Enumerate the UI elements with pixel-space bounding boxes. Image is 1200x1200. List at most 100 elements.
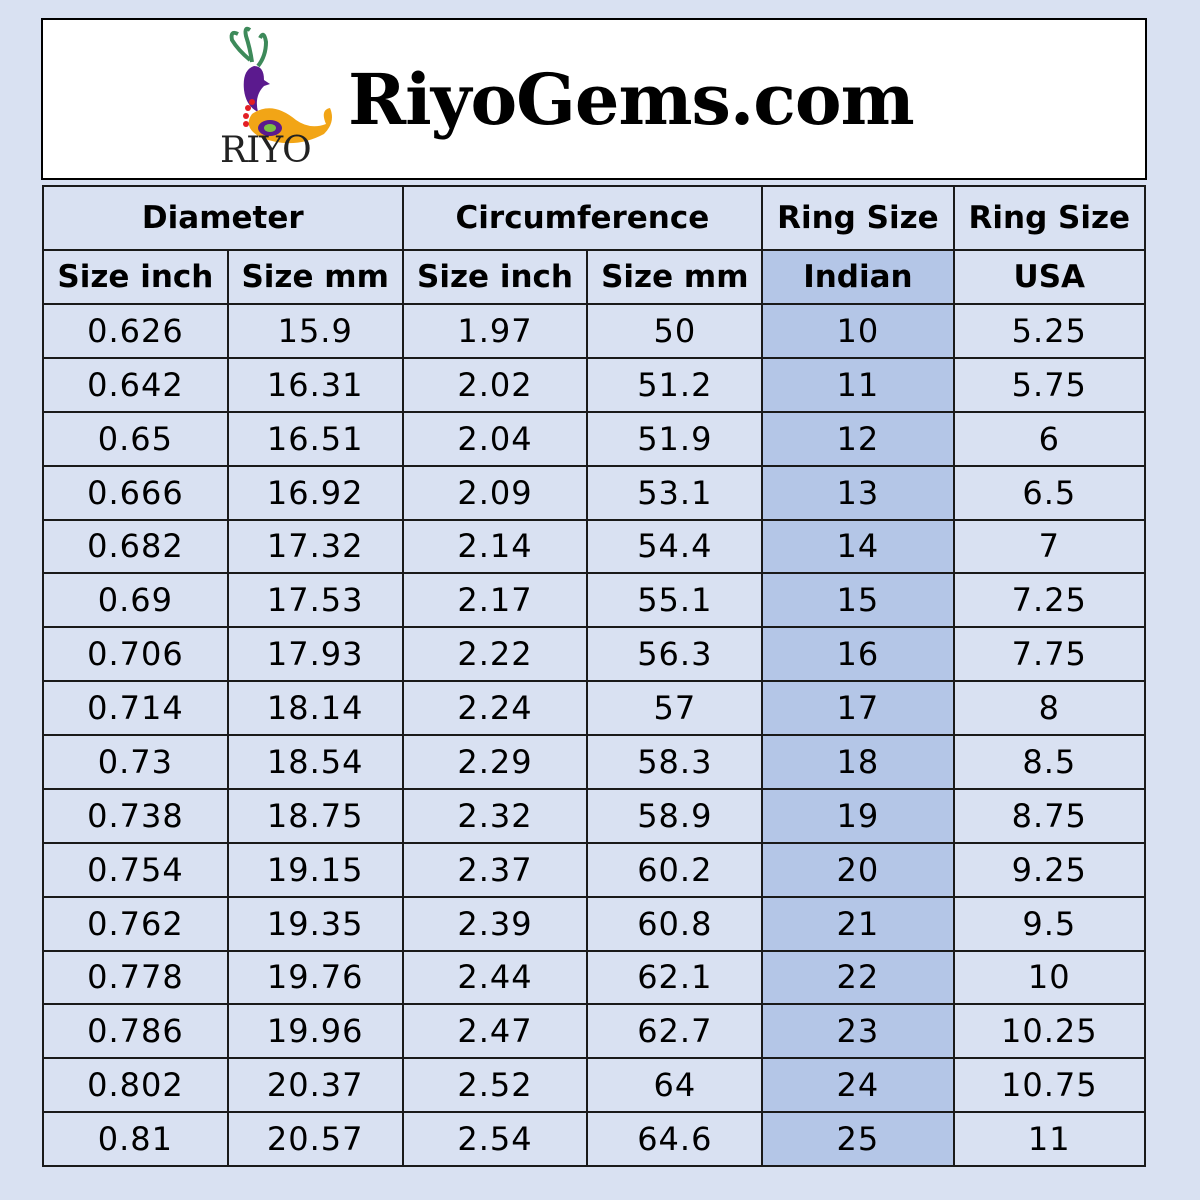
table-cell: 25	[761, 1111, 955, 1167]
table-cell: 0.81	[42, 1111, 229, 1167]
table-cell: 20.57	[226, 1111, 404, 1167]
table-cell: 1.97	[401, 303, 589, 359]
table-cell: 6	[952, 410, 1147, 467]
table-cell: 24	[761, 1057, 955, 1114]
table-row: 0.73 18.54 2.29 58.3 18 8.5	[42, 734, 1147, 790]
table-cell: 2.14	[401, 518, 589, 575]
table-cell: 0.786	[42, 1003, 229, 1060]
table-row: 0.682 17.32 2.14 54.4 14 7	[42, 518, 1147, 575]
table-cell: 7	[952, 518, 1147, 575]
table-row: 0.642 16.31 2.02 51.2 11 5.75	[42, 356, 1147, 413]
group-header-diameter: Diameter	[42, 185, 404, 251]
sub-header: USA	[952, 249, 1147, 305]
table-cell: 2.29	[401, 734, 589, 790]
table-row: 0.81 20.57 2.54 64.6 25 11	[42, 1111, 1147, 1167]
table-cell: 62.7	[586, 1003, 764, 1060]
table-cell: 0.754	[42, 841, 229, 898]
table-cell: 0.626	[42, 303, 229, 359]
table-cell: 18.54	[226, 734, 404, 790]
table-cell: 0.738	[42, 787, 229, 844]
table-cell: 2.24	[401, 680, 589, 736]
table-cell: 60.2	[586, 841, 764, 898]
sub-header: Size inch	[42, 249, 229, 305]
table-cell: 23	[761, 1003, 955, 1060]
table-row: 0.714 18.14 2.24 57 17 8	[42, 680, 1147, 736]
sub-header: Size mm	[586, 249, 764, 305]
table-cell: 6.5	[952, 464, 1147, 521]
table-cell: 2.32	[401, 787, 589, 844]
table-cell: 7.25	[952, 572, 1147, 629]
table-cell: 2.39	[401, 895, 589, 952]
table-cell: 0.642	[42, 356, 229, 413]
table-row: 0.69 17.53 2.17 55.1 15 7.25	[42, 572, 1147, 629]
ring-size-table: Diameter Circumference Ring Size Ring Si…	[42, 185, 1147, 1167]
table-row: 0.802 20.37 2.52 64 24 10.75	[42, 1057, 1147, 1114]
table-cell: 14	[761, 518, 955, 575]
table-cell: 19.76	[226, 949, 404, 1006]
table-cell: 16.92	[226, 464, 404, 521]
table-cell: 12	[761, 410, 955, 467]
table-cell: 19.96	[226, 1003, 404, 1060]
table-cell: 55.1	[586, 572, 764, 629]
table-row: 0.786 19.96 2.47 62.7 23 10.25	[42, 1003, 1147, 1060]
table-cell: 64.6	[586, 1111, 764, 1167]
table-cell: 17.53	[226, 572, 404, 629]
table-cell: 60.8	[586, 895, 764, 952]
table-cell: 0.762	[42, 895, 229, 952]
table-cell: 0.69	[42, 572, 229, 629]
table-cell: 16.51	[226, 410, 404, 467]
table-cell: 20	[761, 841, 955, 898]
table-cell: 15	[761, 572, 955, 629]
table-row: 0.762 19.35 2.39 60.8 21 9.5	[42, 895, 1147, 952]
table-cell: 2.22	[401, 626, 589, 683]
table-cell: 58.9	[586, 787, 764, 844]
table-row: 0.706 17.93 2.22 56.3 16 7.75	[42, 626, 1147, 683]
table-cell: 20.37	[226, 1057, 404, 1114]
table-cell: 0.666	[42, 464, 229, 521]
table-cell: 8.75	[952, 787, 1147, 844]
sub-header: Indian	[761, 249, 955, 305]
table-row: 0.778 19.76 2.44 62.1 22 10	[42, 949, 1147, 1006]
table-row: 0.738 18.75 2.32 58.9 19 8.75	[42, 787, 1147, 844]
table-cell: 2.09	[401, 464, 589, 521]
table-cell: 5.75	[952, 356, 1147, 413]
table-cell: 53.1	[586, 464, 764, 521]
table-cell: 5.25	[952, 303, 1147, 359]
table-cell: 17	[761, 680, 955, 736]
group-header-circumference: Circumference	[401, 185, 764, 251]
table-cell: 13	[761, 464, 955, 521]
site-title: RiyoGems.com	[348, 58, 915, 141]
table-row: 0.754 19.15 2.37 60.2 20 9.25	[42, 841, 1147, 898]
table-cell: 0.706	[42, 626, 229, 683]
table-cell: 2.02	[401, 356, 589, 413]
table-cell: 7.75	[952, 626, 1147, 683]
table-cell: 0.802	[42, 1057, 229, 1114]
table-cell: 2.47	[401, 1003, 589, 1060]
table-cell: 0.73	[42, 734, 229, 790]
table-cell: 19.35	[226, 895, 404, 952]
table-cell: 16.31	[226, 356, 404, 413]
table-cell: 58.3	[586, 734, 764, 790]
peacock-logo-icon	[229, 26, 332, 144]
sub-header: Size mm	[226, 249, 404, 305]
table-cell: 0.682	[42, 518, 229, 575]
table-row: 0.626 15.9 1.97 50 10 5.25	[42, 303, 1147, 359]
table-cell: 9.5	[952, 895, 1147, 952]
table-cell: 10.75	[952, 1057, 1147, 1114]
table-cell: 10	[761, 303, 955, 359]
table-cell: 2.04	[401, 410, 589, 467]
table-cell: 2.37	[401, 841, 589, 898]
table-cell: 51.9	[586, 410, 764, 467]
table-row: 0.65 16.51 2.04 51.9 12 6	[42, 410, 1147, 467]
header-banner: RIYO RiyoGems.com	[41, 18, 1147, 180]
table-cell: 2.52	[401, 1057, 589, 1114]
table-cell: 21	[761, 895, 955, 952]
table-cell: 0.778	[42, 949, 229, 1006]
logo-text: RIYO	[220, 130, 312, 171]
table-cell: 50	[586, 303, 764, 359]
table-cell: 2.54	[401, 1111, 589, 1167]
table-row: 0.666 16.92 2.09 53.1 13 6.5	[42, 464, 1147, 521]
table-cell: 62.1	[586, 949, 764, 1006]
table-cell: 2.17	[401, 572, 589, 629]
table-cell: 10	[952, 949, 1147, 1006]
